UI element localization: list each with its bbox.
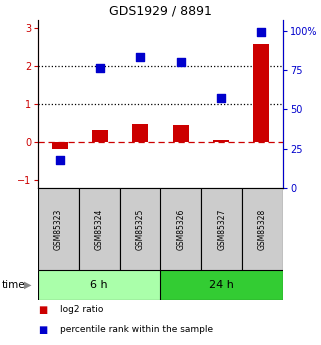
Bar (253, 44, 269, 142)
Text: GSM85326: GSM85326 (177, 208, 186, 250)
Point (258, 29, 264, 35)
Text: log2 ratio: log2 ratio (60, 305, 104, 314)
Bar (38, 270, 160, 300)
Text: time: time (2, 280, 25, 290)
Text: ■: ■ (38, 305, 47, 315)
Bar (213, 139, 229, 142)
Bar (92, 130, 108, 142)
Bar (201, 188, 242, 270)
Bar (52, 142, 68, 149)
Text: ■: ■ (38, 325, 47, 335)
Bar (38, 188, 79, 270)
Text: 24 h: 24 h (209, 280, 234, 290)
Bar (120, 188, 160, 270)
Point (178, 59, 183, 65)
Text: GSM85325: GSM85325 (135, 208, 144, 250)
Point (57, 157, 63, 162)
Bar (173, 125, 189, 142)
Text: percentile rank within the sample: percentile rank within the sample (60, 325, 213, 334)
Text: GSM85328: GSM85328 (258, 208, 267, 250)
Text: GSM85324: GSM85324 (95, 208, 104, 250)
Bar (132, 124, 148, 142)
Point (98, 66, 103, 71)
Bar (160, 270, 283, 300)
Bar (242, 188, 283, 270)
Bar (79, 188, 120, 270)
Text: GDS1929 / 8891: GDS1929 / 8891 (109, 4, 212, 17)
Text: ▶: ▶ (24, 280, 31, 290)
Text: 6 h: 6 h (91, 280, 108, 290)
Point (138, 55, 143, 60)
Bar (160, 188, 201, 270)
Point (218, 96, 223, 101)
Text: GSM85327: GSM85327 (217, 208, 226, 250)
Text: GSM85323: GSM85323 (54, 208, 63, 250)
